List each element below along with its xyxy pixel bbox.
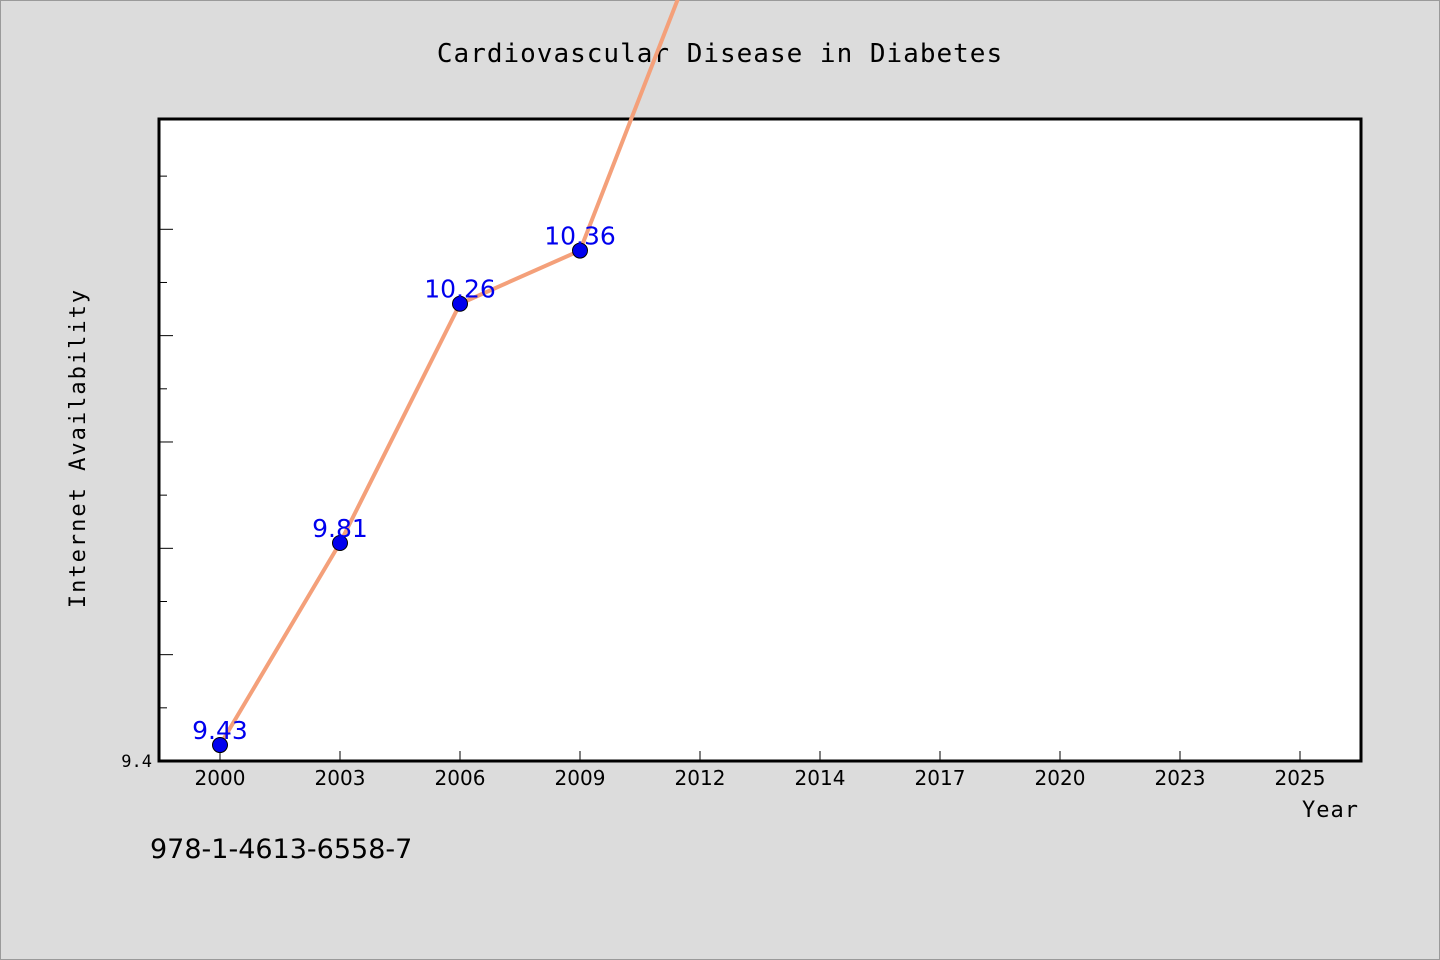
x-tick-label: 2017 <box>915 766 966 790</box>
isbn-code-text: 978-1-4613-6558-7 <box>150 834 413 865</box>
plot-area <box>157 117 1363 763</box>
data-label: 9.43 <box>192 716 248 745</box>
y-tick-label: 9.4 <box>121 752 152 772</box>
x-tick-label: 2020 <box>1035 766 1086 790</box>
series-1: 9.439.8110.2610.3610.9410.9811.1811.5911… <box>192 0 680 754</box>
x-tick-label: 2025 <box>1275 766 1326 790</box>
data-label: 9.81 <box>312 514 368 543</box>
x-tick-label: 2006 <box>435 766 486 790</box>
x-tick-label: 2012 <box>675 766 726 790</box>
data-point <box>212 737 228 754</box>
x-tick-label: 2009 <box>555 766 606 790</box>
series-line <box>218 0 680 748</box>
data-point <box>332 535 348 552</box>
chart-title: Cardiovascular Disease in Diabetes <box>437 39 1003 69</box>
data-point <box>572 242 588 259</box>
x-tick-label: 2023 <box>1155 766 1206 790</box>
y-axis-label: Internet Availability <box>66 288 91 608</box>
x-tick-label: 2003 <box>315 766 366 790</box>
y-axis-ticks <box>159 175 173 709</box>
x-axis-label: Year <box>1302 798 1359 823</box>
x-axis-tick-labels: 2000 2003 2006 2009 2012 2014 2017 2020 2023 2025 <box>195 766 1326 790</box>
data-point <box>452 295 468 312</box>
data-label: 10.26 <box>424 275 496 304</box>
y-axis-tick-labels: 9.4 <box>121 752 152 772</box>
data-label: 10.36 <box>544 222 616 251</box>
x-tick-label: 2014 <box>795 766 846 790</box>
x-tick-label: 2000 <box>195 766 246 790</box>
